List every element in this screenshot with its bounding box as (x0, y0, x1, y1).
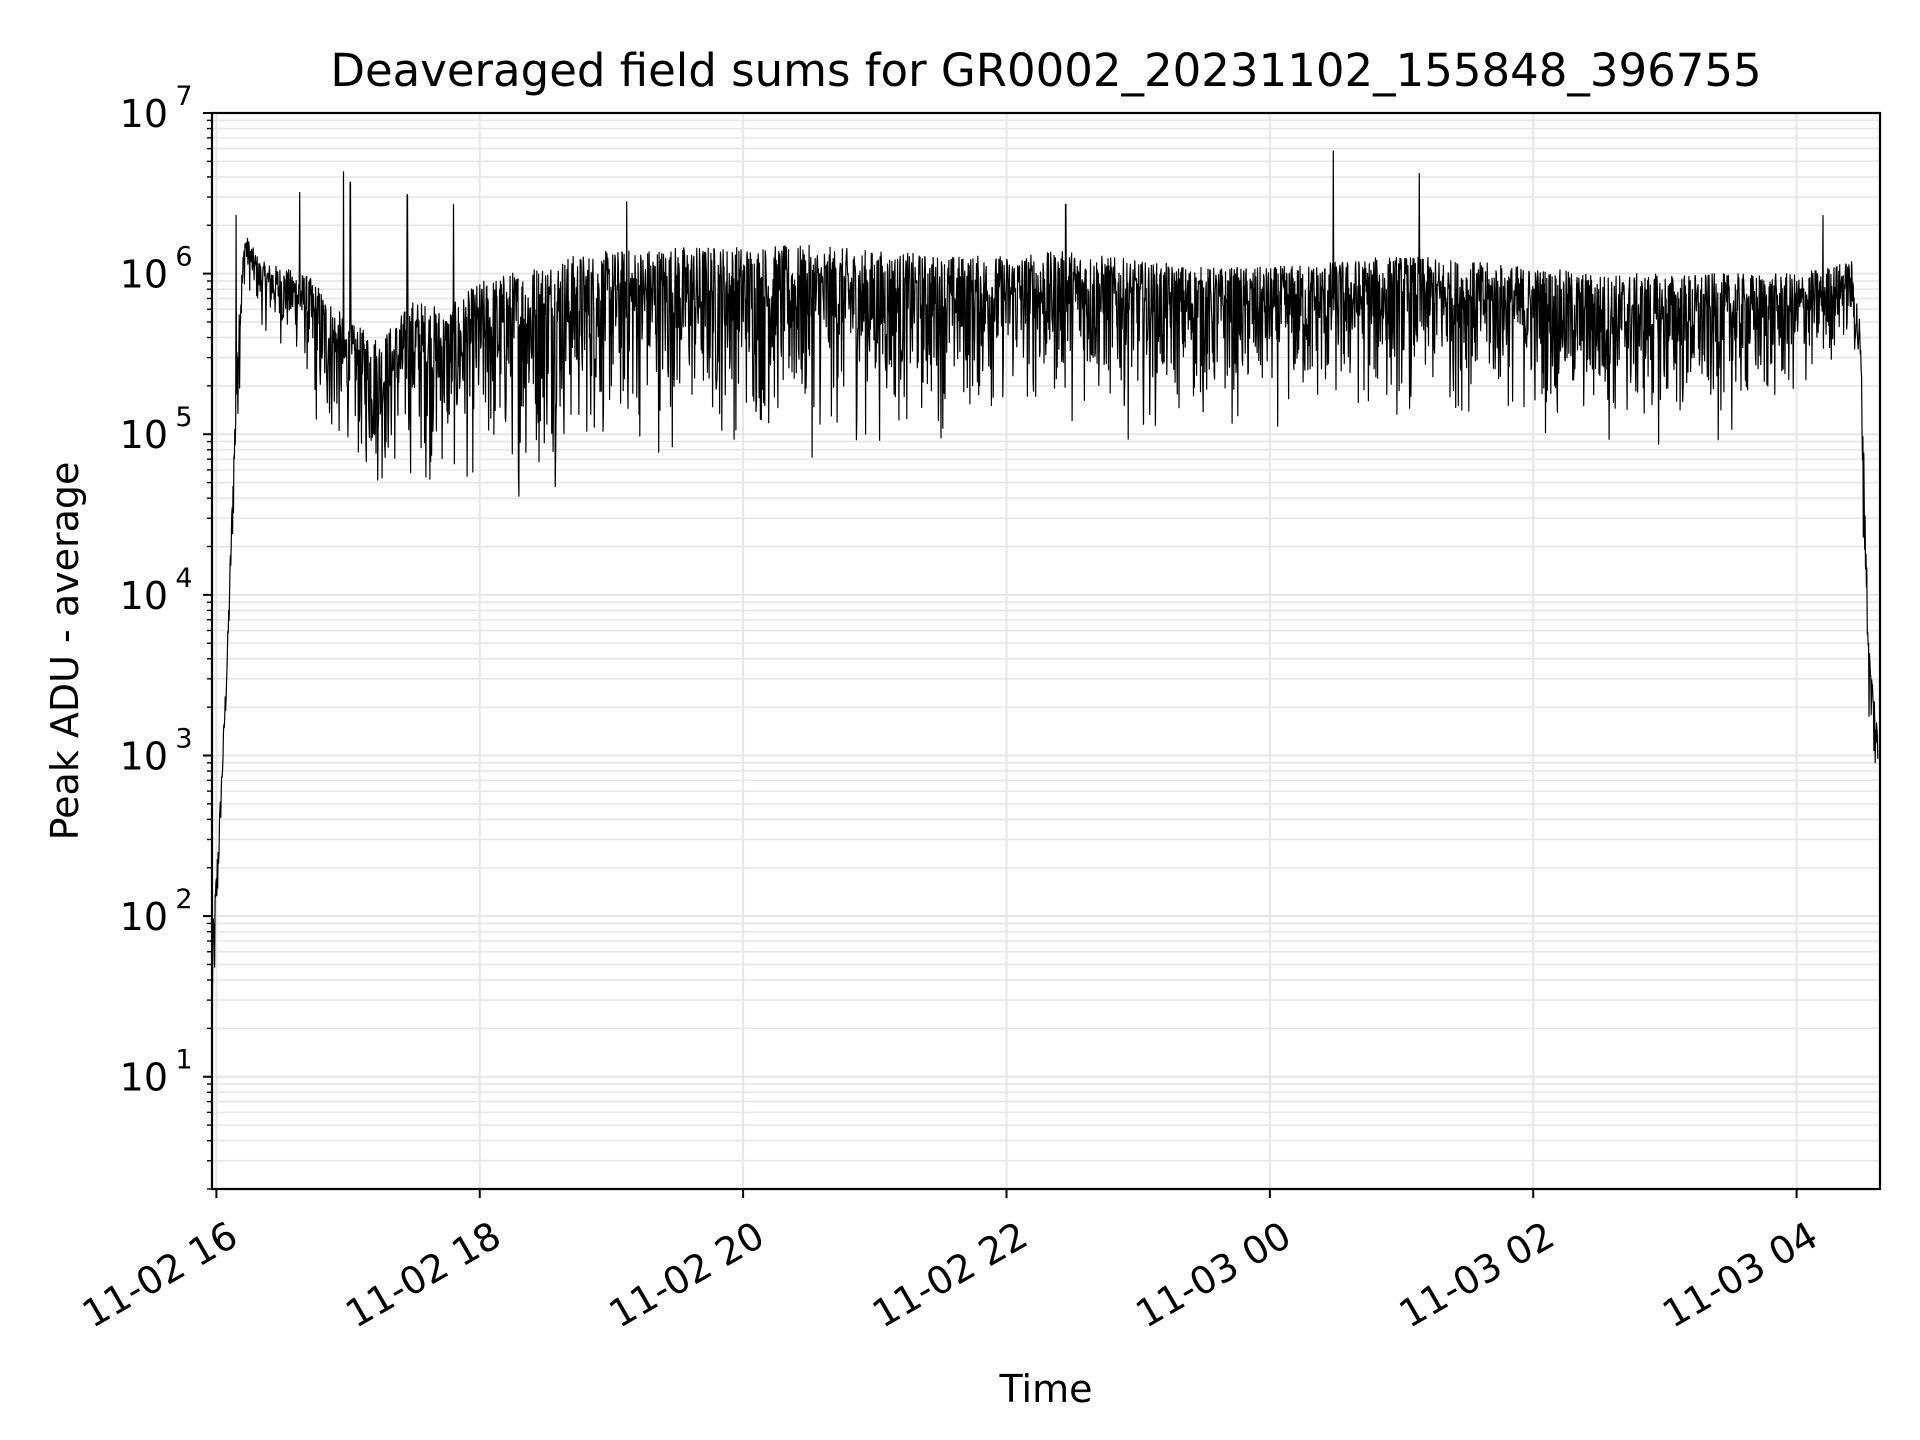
y-tick-label: 10 (120, 1056, 168, 1100)
y-tick-base: 10 (120, 1056, 168, 1100)
chart-title: Deaveraged field sums for GR0002_2023110… (330, 44, 1761, 97)
y-tick-exponent: 7 (175, 81, 192, 112)
y-axis-label: Peak ADU - average (43, 462, 87, 841)
grid-lines (212, 112, 1880, 1190)
series-line-group (211, 150, 1879, 1000)
axes-frame (210, 111, 1882, 1191)
tick-marks (203, 112, 1798, 1198)
y-tick-label: 10 (120, 92, 168, 136)
y-tick-base: 10 (120, 734, 168, 778)
y-tick-exponent: 4 (175, 563, 192, 594)
y-tick-label: 10 (120, 734, 168, 778)
y-tick-label: 10 (120, 895, 168, 939)
y-tick-label: 10 (120, 574, 168, 618)
y-tick-base: 10 (120, 413, 168, 457)
y-tick-exponent: 1 (175, 1045, 192, 1076)
series-line (211, 150, 1879, 1000)
y-tick-base: 10 (120, 895, 168, 939)
y-tick-base: 10 (120, 253, 168, 297)
y-tick-exponent: 5 (175, 402, 192, 433)
y-tick-base: 10 (120, 92, 168, 136)
y-tick-label: 10 (120, 413, 168, 457)
y-tick-exponent: 2 (175, 884, 192, 915)
y-tick-label: 10 (120, 253, 168, 297)
y-tick-exponent: 3 (175, 723, 192, 754)
x-axis-label: Time (999, 1367, 1093, 1411)
y-tick-base: 10 (120, 574, 168, 618)
y-tick-exponent: 6 (175, 242, 192, 273)
